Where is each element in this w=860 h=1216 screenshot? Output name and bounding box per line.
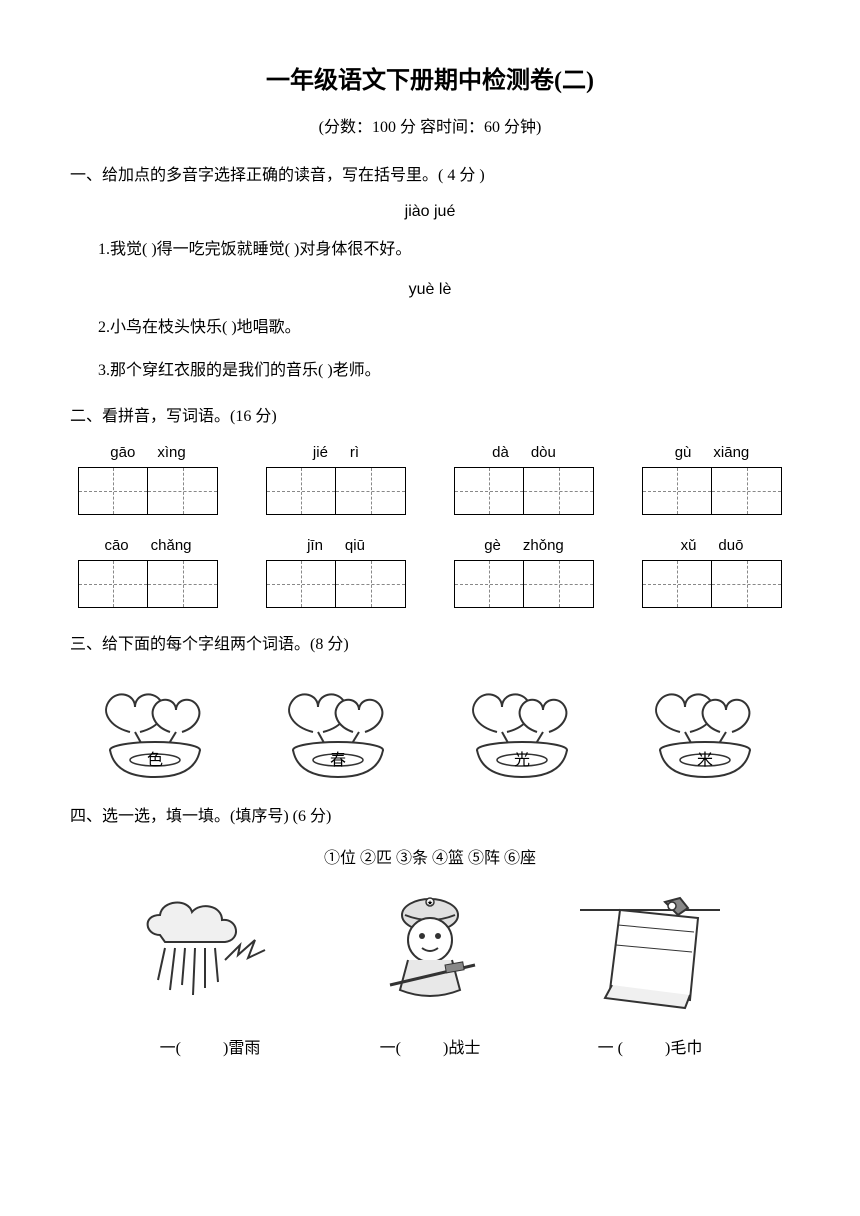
bowl-char: 米: [697, 751, 713, 769]
pinyin-syl: rì: [350, 444, 359, 461]
flower-bowl-icon: 米: [630, 672, 780, 782]
pinyin-syl: cāo: [104, 537, 128, 554]
bowl-char: 春: [330, 751, 346, 769]
bowl-item: 米: [630, 672, 780, 782]
section1-heading: 一、给加点的多音字选择正确的读音，写在括号里。( 4 分 ): [70, 161, 790, 185]
pinyin-syl: dòu: [531, 444, 556, 461]
char-box-pair[interactable]: [642, 560, 782, 608]
pinyin-syl: xìng: [157, 444, 185, 461]
char-box-pair[interactable]: [266, 467, 406, 515]
section3-heading: 三、给下面的每个字组两个词语。(8 分): [70, 630, 790, 654]
rain-icon: [130, 890, 290, 1020]
section1-q2: 2.小鸟在枝头快乐( )地唱歌。: [98, 315, 790, 341]
section2-heading: 二、看拼音，写词语。(16 分): [70, 402, 790, 426]
pinyin-syl: jīn: [307, 537, 323, 554]
boxes-row-2: [70, 560, 790, 608]
pinyin-row-1: gāo xìng jié rì dà dòu gù xiāng: [70, 444, 790, 461]
pinyin-row-2: cāo chǎng jīn qiū gè zhǒng xǔ duō: [70, 537, 790, 554]
caption-item: 一()战士: [350, 1034, 510, 1058]
towel-icon: [570, 890, 730, 1020]
flower-bowl-icon: 色: [80, 672, 230, 782]
pinyin-syl: gāo: [110, 444, 135, 461]
char-box-pair[interactable]: [78, 467, 218, 515]
char-box-pair[interactable]: [78, 560, 218, 608]
pinyin-syl: xiāng: [713, 444, 749, 461]
char-box-pair[interactable]: [454, 467, 594, 515]
bowl-item: 色: [80, 672, 230, 782]
caption-item: 一()雷雨: [130, 1034, 290, 1058]
section1-pinyin2: yuè lè: [70, 281, 790, 299]
char-box-pair[interactable]: [266, 560, 406, 608]
bowl-char: 光: [514, 751, 530, 769]
section1-q3: 3.那个穿红衣服的是我们的音乐( )老师。: [98, 358, 790, 384]
page-subtitle: (分数：100 分 容时间：60 分钟): [70, 113, 790, 137]
captions-row: 一()雷雨 一()战士 一 ()毛巾: [70, 1034, 790, 1058]
bowl-item: 春: [263, 672, 413, 782]
pinyin-syl: chǎng: [151, 537, 192, 554]
svg-text:★: ★: [427, 899, 433, 907]
bowl-item: 光: [447, 672, 597, 782]
pinyin-syl: duō: [718, 537, 743, 554]
boxes-row-1: [70, 467, 790, 515]
char-box-pair[interactable]: [642, 467, 782, 515]
pinyin-syl: gè: [484, 537, 501, 554]
section1-q1: 1.我觉( )得一吃完饭就睡觉( )对身体很不好。: [98, 237, 790, 263]
soldier-icon: ★: [350, 890, 510, 1020]
flower-bowl-icon: 光: [447, 672, 597, 782]
section1-pinyin1: jiào jué: [70, 203, 790, 221]
pinyin-syl: qiū: [345, 537, 365, 554]
caption-item: 一 ()毛巾: [570, 1034, 730, 1058]
bowls-row: 色 春 光: [70, 672, 790, 782]
char-box-pair[interactable]: [454, 560, 594, 608]
section4-heading: 四、选一选，填一填。(填序号) (6 分): [70, 802, 790, 826]
flower-bowl-icon: 春: [263, 672, 413, 782]
bowl-char: 色: [147, 751, 163, 769]
pinyin-syl: jié: [313, 444, 328, 461]
pinyin-syl: gù: [675, 444, 692, 461]
pinyin-syl: zhǒng: [523, 537, 564, 554]
page-title: 一年级语文下册期中检测卷(二): [70, 60, 790, 95]
pinyin-syl: xǔ: [681, 537, 697, 554]
images-row: ★: [70, 890, 790, 1020]
section4-options: ①位 ②匹 ③条 ④篮 ⑤阵 ⑥座: [70, 844, 790, 868]
pinyin-syl: dà: [492, 444, 509, 461]
